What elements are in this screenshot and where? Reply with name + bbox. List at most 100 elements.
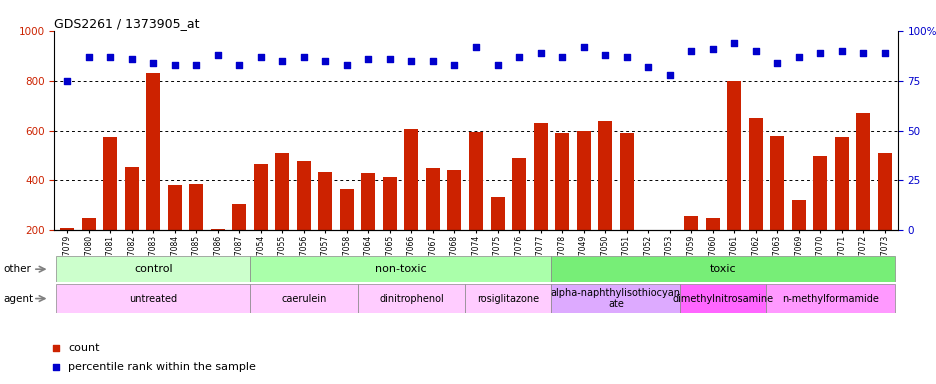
Point bbox=[812, 50, 826, 56]
Text: rosiglitazone: rosiglitazone bbox=[476, 293, 539, 304]
Bar bbox=[662, 238, 676, 280]
Text: n-methylformamide: n-methylformamide bbox=[782, 293, 879, 304]
Bar bbox=[361, 173, 375, 280]
Bar bbox=[358, 284, 465, 313]
Point bbox=[403, 58, 418, 64]
Bar bbox=[232, 204, 246, 280]
Bar bbox=[705, 218, 719, 280]
Point bbox=[490, 61, 505, 68]
Point bbox=[81, 54, 96, 60]
Point bbox=[576, 44, 591, 50]
Bar bbox=[769, 136, 783, 280]
Bar bbox=[124, 167, 139, 280]
Bar bbox=[748, 118, 762, 280]
Point bbox=[554, 54, 569, 60]
Bar bbox=[554, 133, 568, 280]
Point bbox=[662, 71, 677, 78]
Point bbox=[855, 50, 870, 56]
Text: dinitrophenol: dinitrophenol bbox=[379, 293, 444, 304]
Point bbox=[382, 56, 397, 62]
Bar bbox=[56, 284, 250, 313]
Bar bbox=[469, 132, 482, 280]
Text: untreated: untreated bbox=[129, 293, 177, 304]
Bar bbox=[318, 172, 332, 280]
Bar bbox=[597, 121, 611, 280]
Text: other: other bbox=[4, 264, 32, 274]
Text: alpha-naphthylisothiocyan
ate: alpha-naphthylisothiocyan ate bbox=[550, 288, 680, 310]
Point bbox=[146, 60, 161, 66]
Point bbox=[425, 58, 440, 64]
Bar bbox=[511, 158, 525, 280]
Point bbox=[253, 54, 268, 60]
Bar bbox=[81, 218, 95, 280]
Point bbox=[210, 51, 225, 58]
Bar bbox=[250, 284, 358, 313]
Bar bbox=[619, 133, 633, 280]
Point bbox=[705, 46, 720, 52]
Bar bbox=[766, 284, 895, 313]
Bar bbox=[383, 177, 397, 280]
Text: non-toxic: non-toxic bbox=[374, 264, 426, 274]
Point bbox=[339, 61, 354, 68]
Bar bbox=[640, 237, 654, 280]
Point bbox=[726, 40, 741, 46]
Bar bbox=[275, 153, 289, 280]
Bar bbox=[490, 197, 504, 280]
Bar bbox=[211, 229, 225, 280]
Text: caerulein: caerulein bbox=[281, 293, 327, 304]
Bar bbox=[447, 170, 461, 280]
Point bbox=[876, 50, 891, 56]
Bar bbox=[683, 216, 697, 280]
Point bbox=[124, 56, 139, 62]
Point bbox=[103, 54, 118, 60]
Point bbox=[597, 51, 612, 58]
Text: count: count bbox=[68, 343, 99, 353]
Bar bbox=[426, 168, 440, 280]
Bar bbox=[791, 200, 805, 280]
Bar bbox=[60, 228, 74, 280]
Text: percentile rank within the sample: percentile rank within the sample bbox=[68, 362, 256, 372]
Point bbox=[446, 61, 461, 68]
Point bbox=[320, 92, 335, 98]
Point bbox=[317, 58, 332, 64]
Bar bbox=[404, 129, 418, 280]
Point bbox=[768, 60, 783, 66]
Bar bbox=[189, 184, 203, 280]
Bar bbox=[812, 156, 826, 280]
Bar bbox=[56, 256, 250, 282]
Bar bbox=[550, 256, 895, 282]
Point bbox=[511, 54, 526, 60]
Text: GDS2261 / 1373905_at: GDS2261 / 1373905_at bbox=[54, 17, 199, 30]
Point bbox=[790, 54, 805, 60]
Point bbox=[640, 64, 655, 70]
Point bbox=[168, 61, 183, 68]
Bar bbox=[576, 131, 590, 280]
Point bbox=[60, 78, 75, 84]
Point bbox=[231, 61, 246, 68]
Text: dimethylnitrosamine: dimethylnitrosamine bbox=[672, 293, 773, 304]
Bar bbox=[250, 256, 550, 282]
Bar bbox=[856, 113, 870, 280]
Bar bbox=[834, 137, 848, 280]
Point bbox=[274, 58, 289, 64]
Point bbox=[533, 50, 548, 56]
Point bbox=[360, 56, 375, 62]
Bar bbox=[680, 284, 766, 313]
Point bbox=[683, 48, 698, 54]
Bar bbox=[340, 189, 354, 280]
Bar bbox=[465, 284, 550, 313]
Bar bbox=[533, 123, 547, 280]
Text: toxic: toxic bbox=[709, 264, 736, 274]
Bar bbox=[146, 73, 160, 280]
Point bbox=[747, 48, 762, 54]
Text: control: control bbox=[134, 264, 172, 274]
Point bbox=[468, 44, 483, 50]
Bar bbox=[297, 161, 311, 280]
Point bbox=[619, 54, 634, 60]
Bar bbox=[254, 164, 268, 280]
Bar bbox=[168, 185, 182, 280]
Point bbox=[320, 267, 335, 273]
Point bbox=[189, 61, 204, 68]
Text: agent: agent bbox=[4, 294, 34, 304]
Bar bbox=[550, 284, 680, 313]
